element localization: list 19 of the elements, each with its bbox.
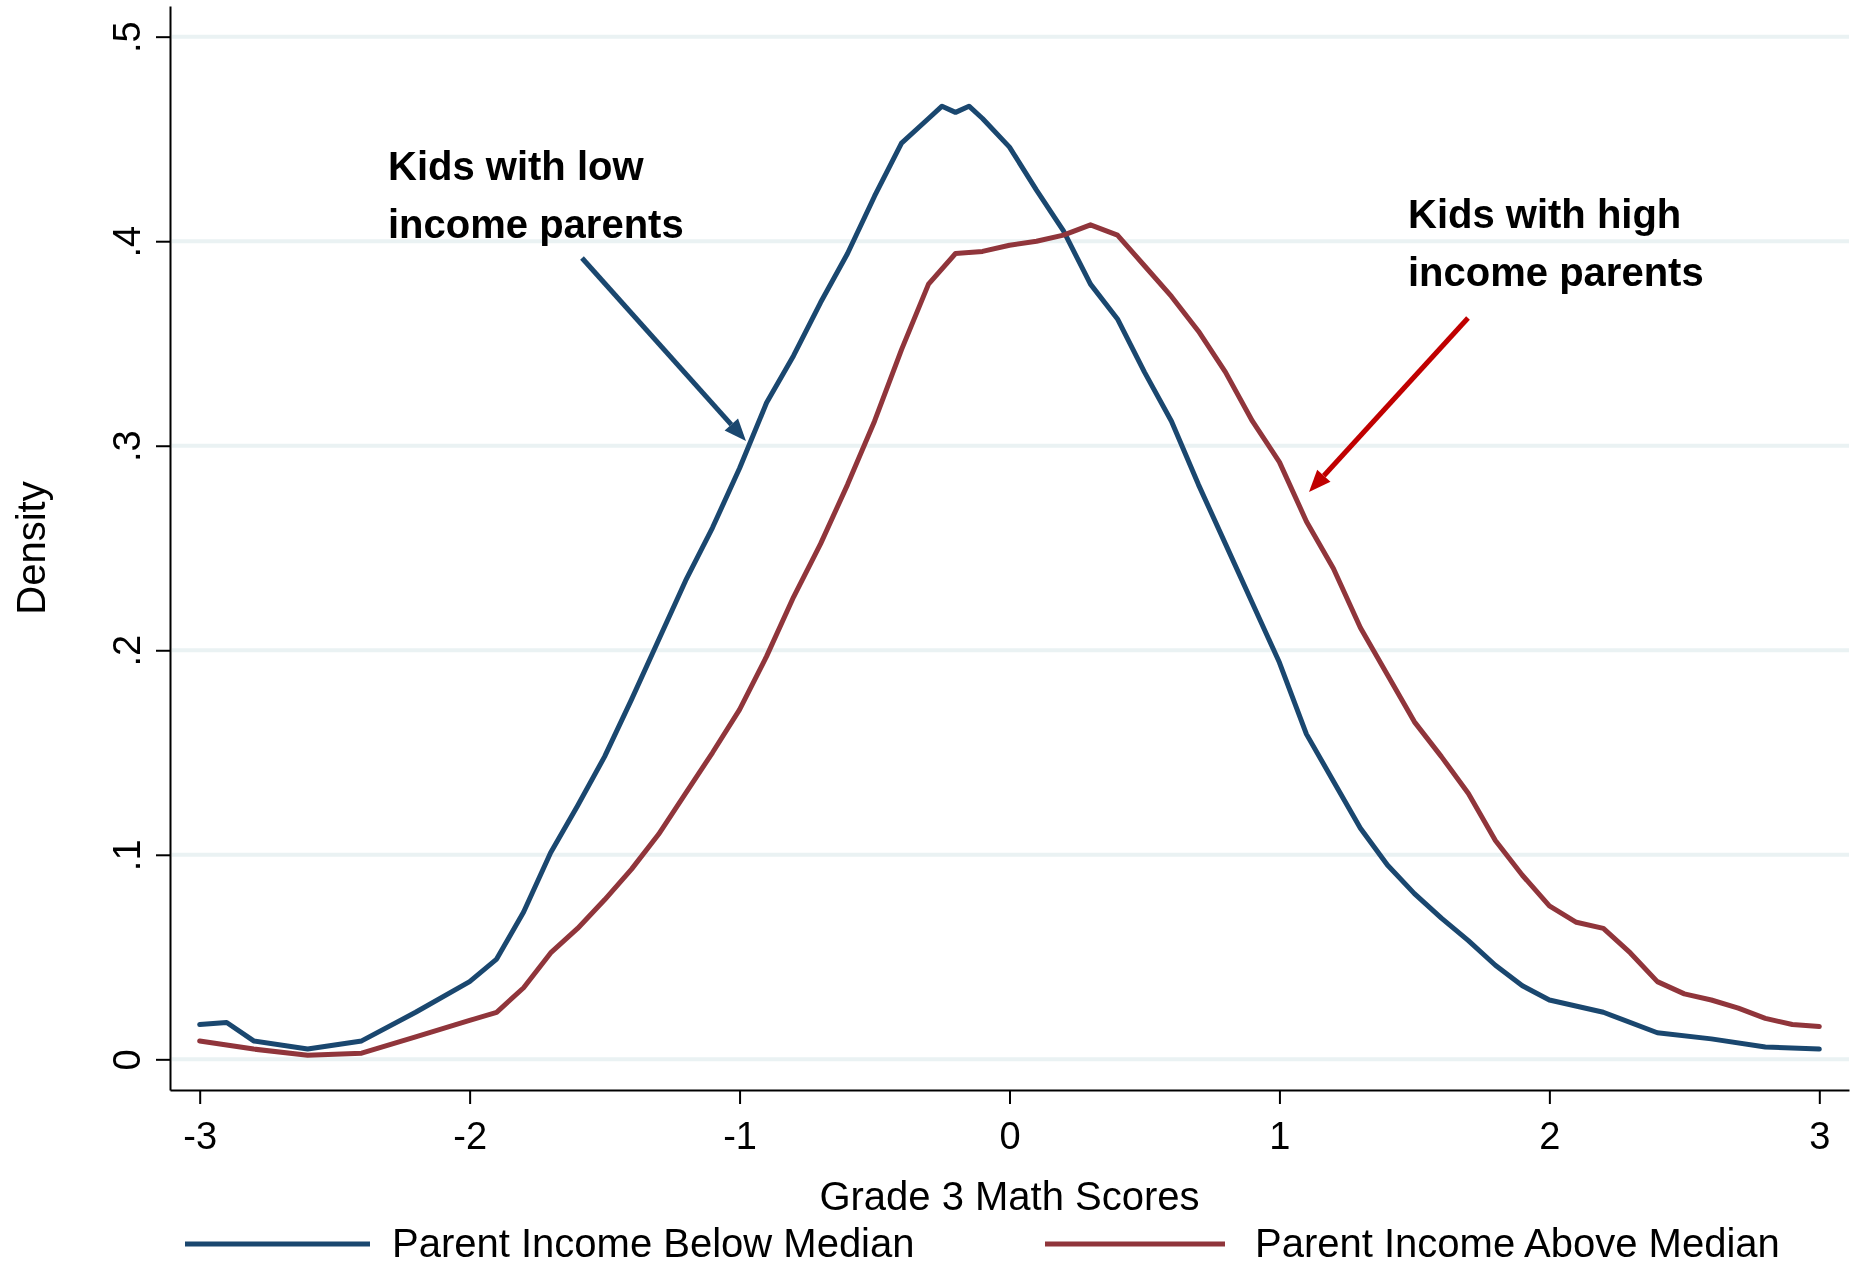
annotation: Kids with high income parents: [1408, 192, 1704, 294]
x-tick-label: 3: [1809, 1114, 1831, 1157]
y-tick-label: 0: [106, 1049, 149, 1071]
x-tick-label: -3: [183, 1114, 218, 1157]
x-tick-label: 1: [1269, 1114, 1291, 1157]
y-tick-label: .4: [106, 225, 149, 258]
legend-label: Parent Income Above Median: [1255, 1221, 1780, 1265]
y-tick-label: .3: [106, 430, 149, 463]
y-tick-label: .1: [106, 839, 149, 872]
y-tick-label: .5: [106, 21, 149, 54]
annotation: Kids with low income parents: [388, 144, 684, 246]
x-axis-title: Grade 3 Math Scores: [819, 1174, 1200, 1218]
x-tick-label: 2: [1539, 1114, 1561, 1157]
x-tick-label: 0: [999, 1114, 1021, 1157]
legend-label: Parent Income Below Median: [392, 1221, 915, 1265]
y-tick-label: .2: [106, 634, 149, 667]
x-tick-label: -2: [453, 1114, 488, 1157]
y-axis-title: Density: [9, 481, 53, 615]
x-tick-label: -1: [723, 1114, 757, 1157]
